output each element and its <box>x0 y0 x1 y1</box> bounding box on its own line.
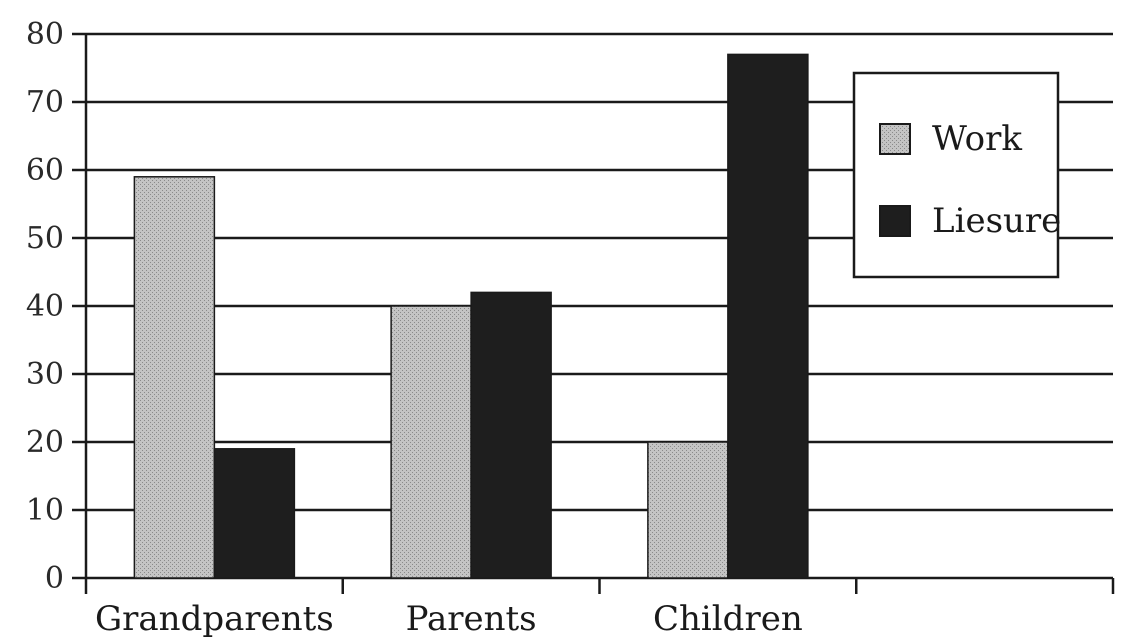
legend: Work Liesure <box>852 71 1061 279</box>
legend-box <box>852 71 1060 279</box>
bars <box>133 53 809 579</box>
y-tick-label: 70 <box>26 85 64 120</box>
x-category-label: Grandparents <box>95 599 334 639</box>
gridlines <box>72 32 1113 512</box>
y-tick-label: 30 <box>26 357 64 392</box>
legend-label: Work <box>932 119 1022 159</box>
legend-label: Liesure <box>932 201 1061 241</box>
bar-work-children <box>647 441 729 579</box>
bar-liesure-grandparents <box>213 448 296 579</box>
y-tick-label: 0 <box>45 561 64 596</box>
y-tick-label: 80 <box>26 17 64 52</box>
y-tick-label: 50 <box>26 221 64 256</box>
legend-swatch <box>879 123 911 155</box>
legend-swatch <box>879 205 911 237</box>
y-tick-label: 20 <box>26 425 64 460</box>
bar-work-grandparents <box>133 176 216 579</box>
bar-work-parents <box>390 305 472 579</box>
y-tick-label: 10 <box>26 493 64 528</box>
y-tick-label: 60 <box>26 153 64 188</box>
axis-labels: 0 10 20 30 40 50 60 70 80 Grandparents Parents Chil… <box>26 17 803 639</box>
bar-liesure-children <box>727 53 809 579</box>
y-tick-label: 40 <box>26 289 64 324</box>
x-category-label: Parents <box>406 599 537 639</box>
bar-liesure-parents <box>470 291 552 579</box>
x-category-label: Children <box>653 599 803 639</box>
